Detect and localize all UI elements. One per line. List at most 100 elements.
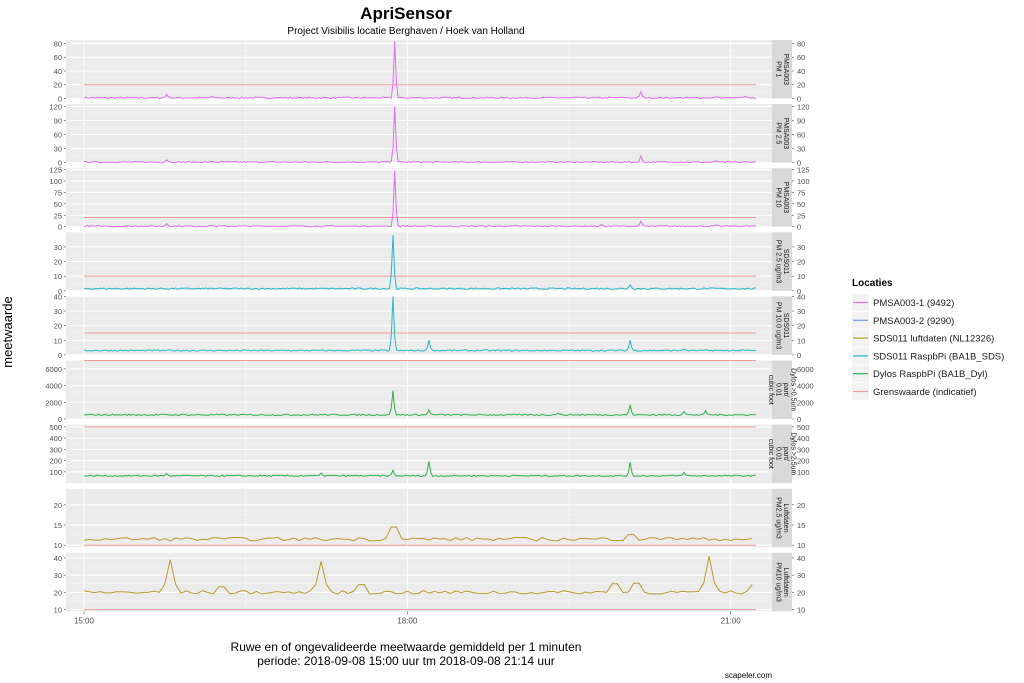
series-line [83, 556, 753, 595]
y-tick-label-right: 125 [797, 166, 810, 175]
y-tick-label-left: 300 [49, 445, 62, 454]
x-axis-label-line1: Ruwe en of ongevalideerde meetwaarde gem… [231, 640, 582, 654]
legend-item: Dylos RaspbPi (BA1B_Dyl) [852, 365, 988, 383]
facet-strip-label: cubic foot [767, 375, 774, 405]
y-tick-label-left: 20 [54, 258, 62, 267]
series-line [83, 235, 756, 290]
legend-item: SDS011 RaspbPi (BA1B_SDS) [852, 347, 1004, 365]
x-tick-label: 18:00 [397, 616, 418, 625]
y-tick-label-left: 90 [54, 116, 62, 125]
y-tick-label-right: 60 [797, 53, 805, 62]
legend-label: PMSA003-1 (9492) [873, 298, 954, 309]
series-line [83, 526, 753, 542]
y-tick-label-right: 20 [797, 322, 805, 331]
y-tick-label-left: 30 [54, 571, 62, 580]
panel-background [66, 360, 772, 419]
y-tick-label-right: 100 [797, 468, 810, 477]
y-tick-label-left: 80 [54, 39, 62, 48]
facet-strip-label: Dylos >0.5um [789, 368, 796, 411]
y-tick-label-left: 6000 [45, 365, 62, 374]
y-tick-label-left: 60 [54, 131, 62, 140]
facet-strip-label: PMSA003 [782, 182, 789, 214]
y-tick-label-left: 15 [54, 521, 62, 530]
facet-strip-label: PM 1 [774, 61, 781, 77]
facet-strip-label: PMSA003 [782, 53, 789, 85]
facet-strip-label: PM 2.5 [774, 122, 781, 144]
y-tick-label-right: 0 [797, 95, 801, 104]
y-tick-label-right: 100 [797, 177, 810, 186]
y-tick-label-left: 400 [49, 434, 62, 443]
y-tick-label-right: 300 [797, 445, 810, 454]
y-tick-label-left: 50 [54, 200, 62, 209]
facet-strip-label: PM 10 [774, 187, 781, 207]
x-axis-label-line2: periode: 2018-09-08 15:00 uur tm 2018-09… [257, 654, 555, 668]
y-tick-label-left: 60 [54, 53, 62, 62]
y-tick-label-right: 15 [797, 521, 805, 530]
y-tick-label-left: 30 [54, 145, 62, 154]
legend-label: SDS011 luftdaten (NL12326) [873, 334, 994, 345]
y-tick-label-left: 2000 [45, 398, 62, 407]
y-tick-label-left: 0 [58, 351, 62, 360]
facet-strip-label: Luftdaten [782, 503, 789, 532]
y-tick-label-right: 75 [797, 188, 805, 197]
y-tick-label-left: 40 [54, 292, 62, 301]
y-tick-label-left: 0 [58, 223, 62, 232]
y-tick-label-left: 25 [54, 211, 62, 220]
y-tick-label-right: 80 [797, 39, 805, 48]
facet-strip-label: PM 2.5 ug/m3 [774, 240, 781, 284]
y-axis-label: meetwaarde [0, 296, 15, 368]
panel-background [66, 552, 772, 612]
facet-strip [772, 40, 792, 99]
legend-label: Grenswaarde (indicatief) [873, 387, 977, 398]
y-tick-label-left: 200 [49, 457, 62, 466]
legend-label: Dylos RaspbPi (BA1B_Dyl) [873, 369, 988, 380]
facet-strip-label: part/ [782, 383, 789, 397]
y-tick-label-left: 10 [54, 606, 62, 615]
y-tick-label-right: 20 [797, 81, 805, 90]
series-line [83, 41, 756, 100]
y-tick-label-right: 0 [797, 287, 801, 296]
legend-label: PMSA003-2 (9290) [873, 316, 954, 327]
y-tick-label-left: 75 [54, 188, 62, 197]
y-tick-label-right: 25 [797, 211, 805, 220]
y-tick-label-left: 0 [58, 159, 62, 168]
facet-strip-label: PMSA003 [782, 118, 789, 150]
y-tick-label-right: 40 [797, 292, 805, 301]
y-tick-label-right: 4000 [797, 382, 814, 391]
y-tick-label-left: 30 [54, 307, 62, 316]
y-tick-label-right: 30 [797, 571, 805, 580]
y-tick-label-left: 20 [54, 322, 62, 331]
y-tick-label-left: 10 [54, 272, 62, 281]
legend-item: Grenswaarde (indicatief) [852, 383, 977, 400]
facet-strip [772, 104, 792, 163]
y-tick-label-right: 50 [797, 200, 805, 209]
series-line [83, 390, 756, 417]
y-tick-label-right: 30 [797, 243, 805, 252]
y-tick-label-left: 40 [54, 67, 62, 76]
panel-background [66, 424, 772, 484]
y-tick-label-left: 10 [54, 336, 62, 345]
y-tick-label-left: 0 [58, 287, 62, 296]
y-tick-label-right: 60 [797, 131, 805, 140]
panel-background [66, 40, 772, 99]
y-tick-label-right: 30 [797, 307, 805, 316]
facet-strip-label: part/ [782, 447, 789, 461]
y-tick-label-right: 6000 [797, 365, 814, 374]
y-tick-label-right: 40 [797, 67, 805, 76]
legend-title: Locaties [852, 278, 893, 289]
facet-strip-label: cubic foot [767, 439, 774, 469]
facet-strip [772, 232, 792, 291]
y-tick-label-right: 0 [797, 159, 801, 168]
facet-strip [772, 552, 792, 612]
y-tick-label-left: 0 [58, 95, 62, 104]
facet-strip [772, 488, 792, 548]
y-tick-label-right: 0 [797, 415, 801, 424]
legend: Locaties PMSA003-1 (9492) PMSA003-2 (9290)… [852, 278, 1004, 400]
facet-strip-label: Luftdaten [782, 567, 789, 596]
